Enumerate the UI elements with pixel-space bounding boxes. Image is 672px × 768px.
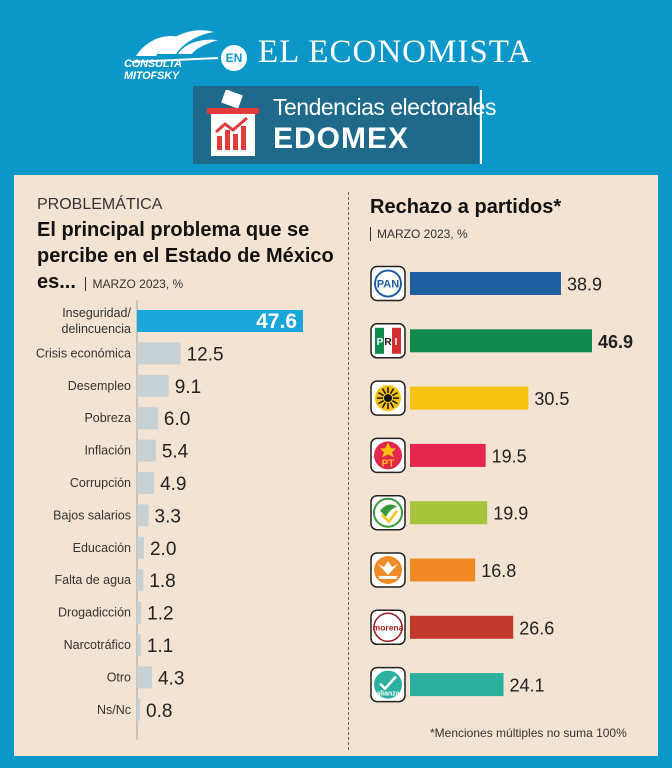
bar: [137, 601, 142, 624]
party-logo-icon: PAN: [370, 265, 406, 302]
bar: [137, 472, 155, 494]
value-label: 0.8: [146, 701, 172, 722]
bar: [137, 342, 181, 365]
value-label: 24.1: [510, 676, 545, 696]
value-label: 12.5: [187, 344, 224, 365]
frame-left: [0, 175, 14, 768]
right-chart-footnote: *Menciones múltiples no suma 100%: [430, 726, 627, 740]
bar: [410, 386, 529, 410]
bar: [137, 439, 156, 462]
category-label: Corrupción: [70, 476, 131, 490]
bar: [410, 272, 561, 295]
bar: [137, 634, 141, 656]
mitofsky-logo-icon: [131, 30, 219, 63]
ballot-box-icon: [207, 90, 259, 156]
category-label: Desempleo: [68, 379, 131, 393]
category-label: Crisis económica: [36, 346, 131, 360]
party-logo-icon: morena: [370, 609, 406, 646]
category-label: Falta de agua: [55, 573, 131, 587]
section-line2: EDOMEX: [273, 122, 410, 155]
value-label: 16.8: [481, 561, 516, 581]
brand-title: EL ECONOMISTA: [258, 34, 533, 70]
bar: [410, 443, 486, 467]
bar: [410, 501, 488, 525]
right-chart-title: Rechazo a partidos*: [370, 196, 562, 218]
svg-text:P: P: [377, 337, 384, 348]
category-label: Pobreza: [84, 411, 131, 425]
section-banner: Tendencias electorales EDOMEX: [193, 86, 496, 164]
left-chart-subtitle: MARZO 2023, %: [85, 277, 184, 291]
value-label: 47.6: [256, 310, 297, 333]
party-rejection-bar-chart: PAN 38.9 P R I 46.9 30.5 PT 19.5 19.9 16.8 morena 26…: [370, 265, 633, 703]
connector-badge: EN: [221, 45, 247, 71]
svg-text:PAN: PAN: [377, 279, 399, 291]
value-label: 4.9: [160, 474, 186, 495]
party-logo-icon: alianza: [370, 666, 406, 703]
category-label: Narcotráfico: [64, 638, 131, 652]
svg-text:I: I: [395, 337, 398, 348]
value-label: 1.1: [147, 636, 173, 657]
left-title-text: El principal problema que se percibe en …: [37, 219, 334, 293]
value-label: 19.9: [493, 504, 528, 524]
value-label: 38.9: [567, 275, 602, 295]
bar: [137, 310, 303, 332]
bar: [137, 569, 144, 592]
bar: [410, 615, 514, 639]
value-label: 9.1: [175, 377, 201, 398]
category-label: Bajos salarios: [53, 508, 131, 522]
value-label: 5.4: [162, 442, 189, 463]
category-label: Inflación: [84, 444, 131, 458]
bar: [137, 698, 140, 721]
value-label: 4.3: [158, 668, 184, 689]
category-label: Otro: [107, 670, 131, 684]
bar: [137, 536, 144, 559]
category-label: Inseguridad/delincuencia: [62, 306, 132, 336]
bar: [137, 407, 158, 430]
bar: [137, 374, 169, 397]
party-logo-icon: [370, 552, 406, 588]
left-kicker: PROBLEMÁTICA: [37, 196, 163, 213]
bar: [410, 329, 592, 353]
value-label: 2.0: [150, 539, 176, 560]
left-chart-title: El principal problema que se percibe en …: [37, 217, 337, 297]
partner-name: CONSULTA MITOFSKY: [124, 58, 182, 82]
frame-bottom: [0, 756, 672, 768]
party-logo-icon: [370, 494, 406, 531]
value-label: 1.8: [149, 571, 175, 592]
svg-text:PT: PT: [382, 458, 395, 469]
bar: [137, 666, 152, 689]
value-label: 1.2: [147, 604, 173, 625]
right-chart-subtitle: MARZO 2023, %: [370, 227, 468, 241]
category-label: Educación: [73, 541, 131, 555]
bar: [410, 558, 476, 582]
value-label: 26.6: [519, 618, 554, 638]
value-label: 19.5: [492, 446, 527, 466]
section-line1: Tendencias electorales: [273, 94, 496, 120]
svg-text:alianza: alianza: [376, 691, 399, 698]
bar: [137, 504, 149, 527]
value-label: 6.0: [164, 409, 190, 430]
problems-bar-chart: Inseguridad/delincuencia 47.6 Crisis econó…: [36, 300, 303, 740]
svg-text:morena: morena: [373, 622, 404, 632]
category-label: Ns/Nc: [97, 703, 131, 717]
value-label: 3.3: [155, 506, 181, 527]
header-banner: CONSULTA MITOFSKY EN EL ECONOMISTA Tende…: [0, 0, 672, 175]
frame-right: [658, 175, 672, 768]
value-label: 46.9: [598, 332, 633, 352]
value-label: 30.5: [534, 389, 569, 409]
party-logo-icon: PT: [370, 437, 406, 474]
bar: [410, 673, 504, 697]
panel-divider: [348, 192, 349, 750]
party-logo-icon: [370, 380, 406, 416]
svg-text:R: R: [384, 337, 392, 348]
category-label: Drogadicción: [58, 606, 131, 620]
